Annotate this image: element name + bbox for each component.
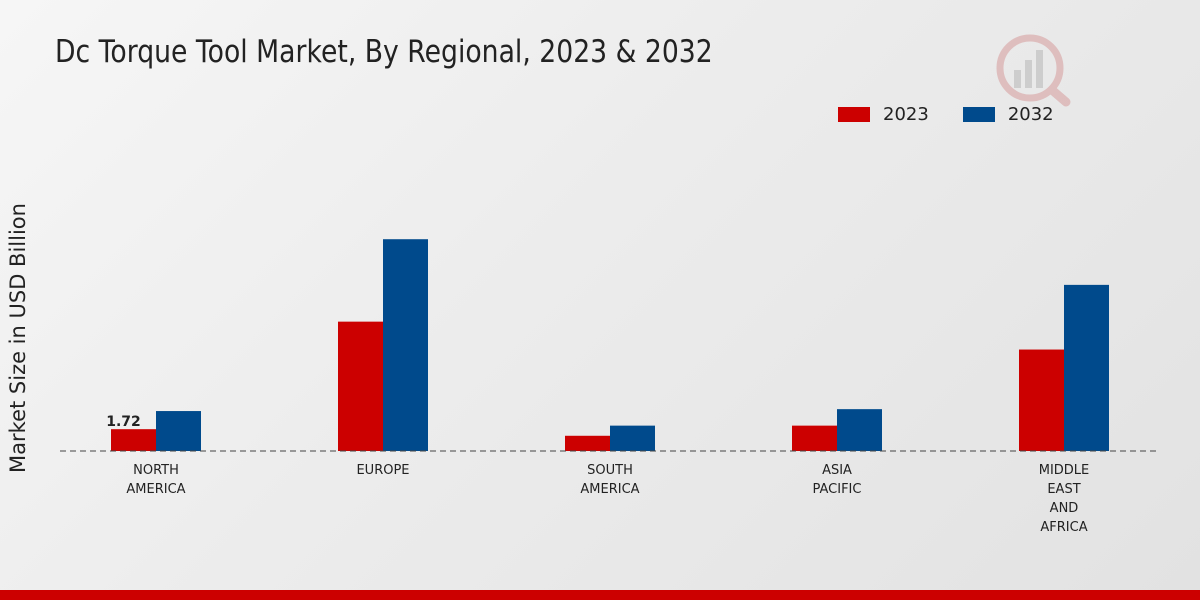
- x-tick-line-asia: ASIA: [822, 463, 852, 478]
- bars-layer: [111, 239, 1109, 451]
- x-tick-line-america: AMERICA: [580, 482, 639, 497]
- bar-2023-south-america: [565, 435, 610, 451]
- x-tick-label-middle-east-and-africa: MIDDLE EAST AND AFRICA: [1039, 463, 1090, 535]
- labels-layer: NORTH AMERICA EUROPE SOUTH AMERICA ASIA PACIFI…: [106, 414, 1089, 535]
- x-tick-line-south: SOUTH: [587, 463, 633, 478]
- legend-item-2023: 2023: [838, 104, 929, 125]
- x-tick-label-north-america: NORTH AMERICA: [126, 463, 185, 497]
- legend-item-2032: 2032: [962, 104, 1054, 125]
- x-tick-label-south-america: SOUTH AMERICA: [580, 463, 639, 497]
- x-tick-line-africa: AFRICA: [1040, 520, 1087, 535]
- legend-swatch-2032: [962, 107, 995, 122]
- x-tick-line-north: NORTH: [133, 463, 179, 478]
- bar-2032-middle-east-and-africa: [1064, 284, 1109, 451]
- bar-2023-north-america: [111, 429, 156, 451]
- bar-2032-asia-pacific: [837, 409, 882, 451]
- bar-2032-europe: [383, 239, 428, 451]
- bar-2023-asia-pacific: [792, 425, 837, 451]
- bar-2023-europe: [338, 321, 383, 451]
- footer-bar: [0, 590, 1200, 600]
- legend-label-2023: 2023: [883, 104, 929, 125]
- legend-swatch-2023: [838, 107, 870, 122]
- x-tick-line-east: EAST: [1047, 482, 1080, 497]
- x-tick-line-pacific: PACIFIC: [813, 482, 862, 497]
- x-tick-label-asia-pacific: ASIA PACIFIC: [813, 463, 862, 497]
- x-tick-line-and: AND: [1050, 501, 1079, 516]
- bar-2023-middle-east-and-africa: [1019, 349, 1064, 451]
- x-tick-line-middle: MIDDLE: [1039, 463, 1090, 478]
- bar-2032-north-america: [156, 411, 201, 451]
- legend-label-2032: 2032: [1007, 104, 1054, 125]
- chart-title: Dc Torque Tool Market, By Regional, 2023…: [55, 34, 713, 70]
- x-tick-line-europe: EUROPE: [356, 463, 409, 478]
- data-label-2023-0: 1.72: [106, 414, 141, 430]
- chart-legend: 2023 2032: [838, 104, 1088, 125]
- x-tick-label-europe: EUROPE: [356, 463, 409, 478]
- x-tick-line-america: AMERICA: [126, 482, 185, 497]
- market-research-logo-icon: [992, 30, 1074, 116]
- bar-2032-south-america: [610, 425, 655, 451]
